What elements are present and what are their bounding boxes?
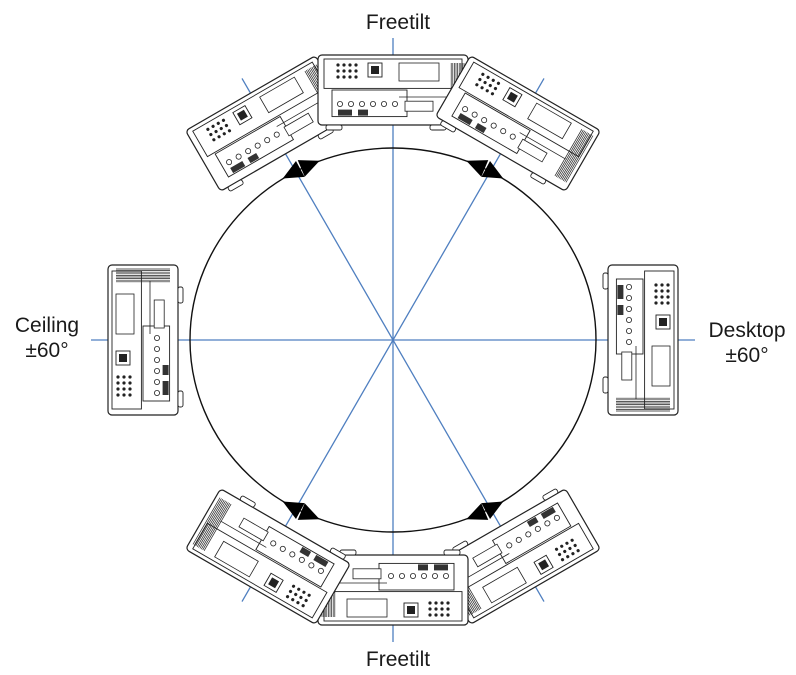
ceiling-label: Ceiling ±60°	[6, 313, 88, 363]
projector-freetilt-lower-right	[436, 488, 600, 624]
axis-lines	[91, 38, 695, 642]
arrow-upper-left-outer	[282, 161, 305, 179]
arrow-lower-left-outer	[282, 501, 305, 519]
desktop-label: Desktop ±60°	[702, 318, 792, 368]
projector-freetilt-bottom	[317, 549, 469, 626]
ceiling-label-range: ±60°	[25, 339, 69, 363]
arrow-lower-right-inner	[466, 503, 489, 520]
arrow-lower-left-inner	[297, 503, 320, 520]
freetilt-bottom-label: Freetilt	[365, 648, 431, 671]
arrow-upper-left-inner	[297, 160, 320, 177]
desktop-label-title: Desktop	[708, 319, 786, 342]
rotation-circle	[189, 147, 597, 533]
rotation-arrows	[282, 160, 504, 520]
projector-freetilt-lower-left	[186, 489, 350, 624]
arrow-upper-right-inner	[466, 160, 489, 177]
projectors	[107, 54, 679, 626]
ceiling-label-title: Ceiling	[14, 314, 80, 337]
projector-ceiling	[107, 264, 184, 416]
freetilt-top-label: Freetilt	[365, 11, 431, 34]
projector-freetilt-upper-left	[186, 56, 350, 192]
arrow-upper-right-outer	[481, 161, 504, 179]
desktop-label-range: ±60°	[725, 344, 769, 368]
arrow-lower-right-outer	[481, 501, 504, 519]
projector-freetilt-upper-right	[436, 56, 600, 191]
axis-line-120	[241, 78, 545, 602]
projector-desktop	[602, 264, 679, 416]
